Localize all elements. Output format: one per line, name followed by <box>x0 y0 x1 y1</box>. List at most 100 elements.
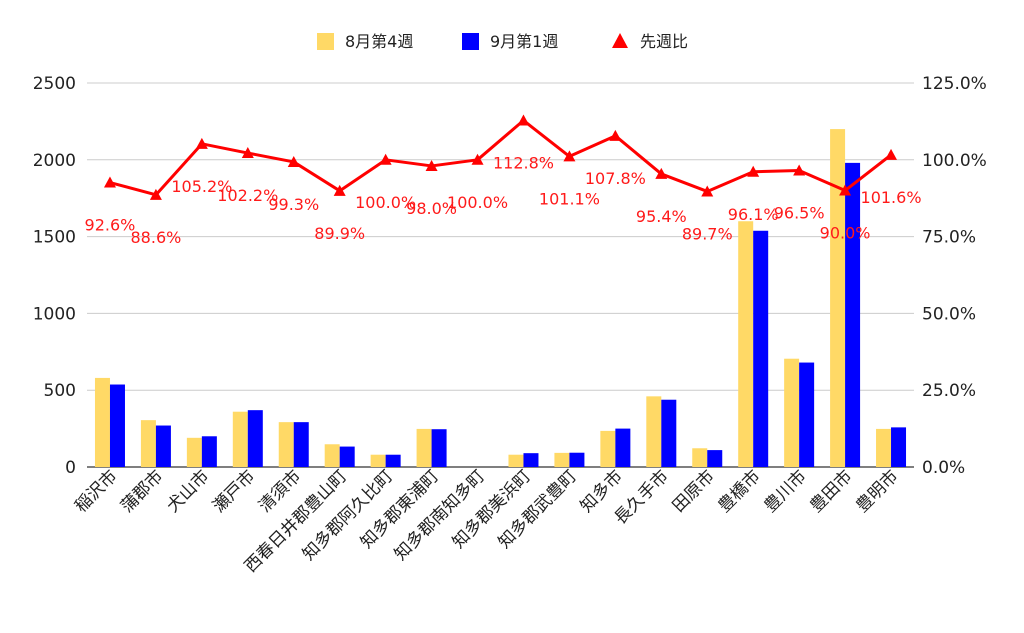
bar-week-a <box>600 430 616 467</box>
left-axis: 0 500 1000 1500 2000 2500 <box>33 74 76 478</box>
bar-week-b <box>201 436 217 467</box>
ratio-data-label: 99.3% <box>268 195 319 214</box>
bar-week-b <box>753 230 769 467</box>
bar-week-b <box>385 454 401 467</box>
left-tick-label: 1500 <box>33 228 76 248</box>
ratio-marker <box>471 153 484 165</box>
bar-week-a <box>324 444 340 467</box>
category-label: 田原市 <box>669 466 719 516</box>
bar-week-b <box>155 425 171 467</box>
ratio-marker <box>885 148 898 160</box>
left-tick-label: 0 <box>65 458 76 478</box>
bar-week-a <box>692 448 708 467</box>
left-tick-label: 2000 <box>33 151 76 171</box>
ratio-data-label: 90.0% <box>820 224 871 243</box>
bar-week-a <box>646 396 662 467</box>
ratio-marker <box>701 185 714 197</box>
category-label: 瀬戸市 <box>209 466 259 516</box>
bar-week-a <box>278 422 294 467</box>
legend-label: 8月第4週 <box>345 32 413 51</box>
bar-week-b <box>799 362 815 467</box>
category-label: 豊明市 <box>852 466 902 516</box>
legend-swatch-icon <box>317 33 334 50</box>
bar-week-a <box>416 428 432 467</box>
ratio-marker <box>379 153 392 165</box>
gridlines <box>87 82 914 468</box>
legend-triangle-icon <box>612 33 628 48</box>
bar-week-a <box>784 358 800 467</box>
category-label: 犬山市 <box>163 466 213 516</box>
bar-week-a <box>370 454 386 467</box>
bar-week-a <box>140 420 156 467</box>
ratio-data-label: 100.0% <box>355 193 416 212</box>
ratio-marker <box>425 159 438 171</box>
ratio-marker <box>563 150 576 162</box>
ratio-marker <box>333 184 346 196</box>
ratio-marker <box>793 164 806 176</box>
bar-week-b <box>845 162 861 467</box>
ratio-data-label: 96.5% <box>774 204 825 223</box>
ratio-marker <box>655 167 668 179</box>
left-tick-label: 1000 <box>33 304 76 324</box>
ratio-data-label: 100.0% <box>447 193 508 212</box>
ratio-data-label: 101.6% <box>861 188 922 207</box>
bars <box>94 129 907 467</box>
ratio-data-label: 101.1% <box>539 189 600 208</box>
left-tick-label: 2500 <box>33 74 76 94</box>
bar-week-b <box>891 427 907 467</box>
legend-swatch-icon <box>462 33 479 50</box>
ratio-marker <box>609 129 622 141</box>
category-label: 豊橋市 <box>715 466 765 516</box>
bar-week-a <box>830 129 846 467</box>
category-label: 稲沢市 <box>71 466 121 516</box>
ratio-data-label: 89.7% <box>682 224 733 243</box>
right-tick-label: 50.0% <box>922 304 976 324</box>
legend-label: 先週比 <box>640 32 688 51</box>
ratio-marker <box>241 147 254 159</box>
ratio-marker <box>839 184 852 196</box>
ratio-marker <box>517 114 530 126</box>
right-tick-label: 75.0% <box>922 228 976 248</box>
left-tick-label: 500 <box>44 381 76 401</box>
bar-week-b <box>293 422 309 467</box>
ratio-data-label: 98.0% <box>406 199 457 218</box>
ratio-line: 92.6%88.6% 105.2%102.2%99.3% 89.9% 100.0%98… <box>85 114 922 247</box>
ratio-marker <box>149 188 162 200</box>
bar-week-a <box>738 221 754 467</box>
ratio-data-label: 107.8% <box>585 169 646 188</box>
ratio-series-line <box>109 118 892 197</box>
bar-week-a <box>554 452 570 467</box>
ratio-data-label: 88.6% <box>131 228 182 247</box>
ratio-data-label: 112.8% <box>493 153 554 172</box>
bar-week-b <box>523 453 539 467</box>
right-axis: 0.0% 25.0% 50.0% 75.0% 100.0% 125.0% <box>922 74 987 478</box>
bar-week-b <box>431 429 447 467</box>
bar-week-a <box>232 411 248 467</box>
bar-week-b <box>247 410 263 467</box>
category-axis: 稲沢市蒲郡市犬山市瀬戸市清須市西春日井郡豊山町知多郡阿久比町知多郡東浦町知多郡南… <box>71 466 902 576</box>
ratio-marker <box>287 155 300 167</box>
legend: 8月第4週 9月第1週 先週比 <box>317 32 688 51</box>
ratio-data-label: 95.4% <box>636 207 687 226</box>
ratio-marker <box>747 165 760 177</box>
bar-week-b <box>707 450 723 467</box>
ratio-data-label: 92.6% <box>85 216 136 235</box>
category-label: 豊田市 <box>806 466 856 516</box>
bar-week-a <box>876 428 892 467</box>
ratio-marker <box>103 176 116 188</box>
bar-week-b <box>569 452 585 467</box>
bar-week-a <box>94 377 110 467</box>
ratio-data-label: 89.9% <box>314 224 365 243</box>
bar-week-a <box>508 454 524 467</box>
ratio-marker <box>195 137 208 149</box>
bar-week-b <box>615 428 631 467</box>
ratio-data-label: 102.2% <box>217 186 278 205</box>
bar-week-b <box>339 446 355 467</box>
legend-label: 9月第1週 <box>490 32 558 51</box>
ratio-data-label: 105.2% <box>171 177 232 196</box>
bar-week-b <box>109 384 125 467</box>
bar-week-b <box>661 399 677 467</box>
category-label: 蒲郡市 <box>117 466 167 516</box>
category-label: 豊川市 <box>760 466 810 516</box>
